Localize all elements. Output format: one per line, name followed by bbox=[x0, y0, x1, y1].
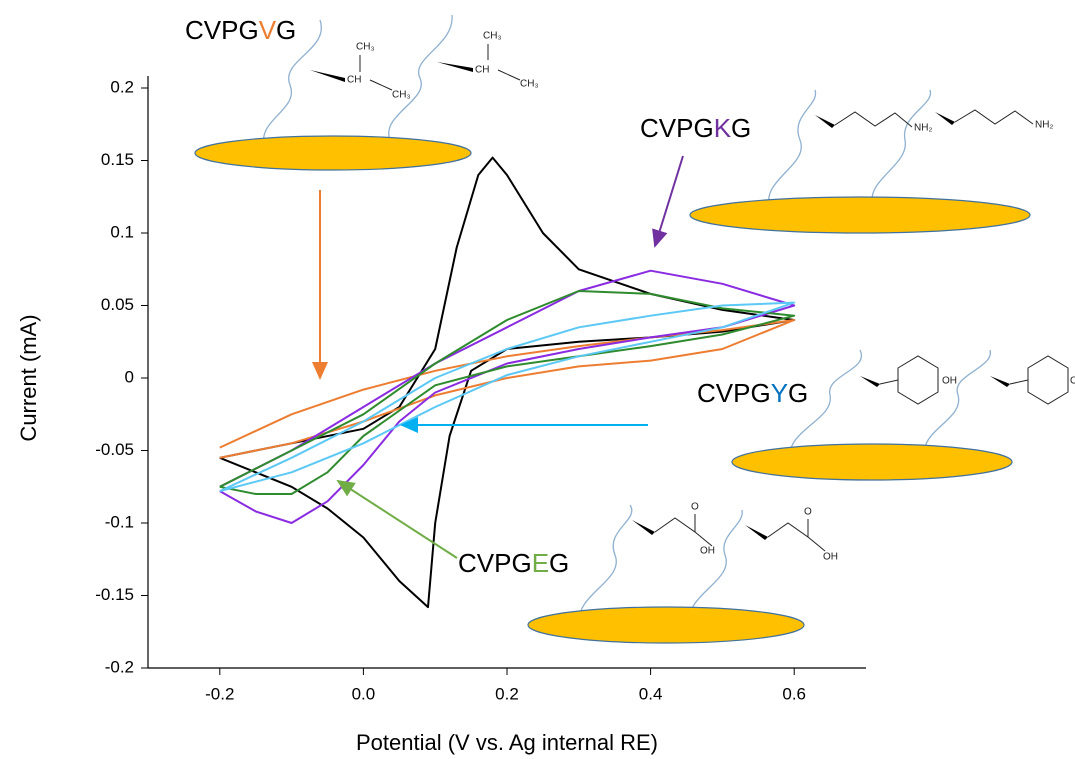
chem-label: CH₃ bbox=[392, 90, 411, 101]
tyrosine-structure bbox=[790, 350, 1068, 460]
annotation-part: CVPG bbox=[697, 378, 771, 408]
annotation-part: G bbox=[276, 15, 296, 45]
y-tick-label: -0.1 bbox=[105, 512, 134, 531]
chem-label: CH bbox=[347, 75, 361, 86]
lysine-structure bbox=[769, 90, 1033, 208]
y-tick-label: -0.2 bbox=[105, 657, 134, 676]
annotation-part: CVPG bbox=[185, 15, 259, 45]
y-tick-label: 0.2 bbox=[110, 77, 134, 96]
chart: -0.2 -0.15 -0.1 -0.05 0 0.05 0.1 0.15 0.2 -0.2 0.0… bbox=[0, 0, 1075, 759]
annotation-residue: E bbox=[532, 548, 549, 578]
y-tick-label: 0.1 bbox=[110, 222, 134, 241]
y-tick-label: 0.05 bbox=[101, 295, 134, 314]
arrow bbox=[338, 481, 457, 558]
chem-label: CH₃ bbox=[520, 79, 539, 90]
chem-label: CH₃ bbox=[356, 42, 375, 53]
annotation-part: CVPG bbox=[640, 113, 714, 143]
annotation: CVPGYG bbox=[697, 378, 808, 408]
x-tick-label: 0.2 bbox=[495, 684, 519, 703]
chem-label: CH₃ bbox=[483, 31, 502, 42]
y-tick-label: -0.15 bbox=[95, 585, 134, 604]
x-tick-label: 0.6 bbox=[782, 684, 806, 703]
x-axis-title: Potential (V vs. Ag internal RE) bbox=[356, 730, 658, 755]
page: {"chart_data": { "type": "line", "x_labe… bbox=[0, 0, 1075, 759]
x-tick-label: -0.2 bbox=[205, 684, 234, 703]
chem-label: O bbox=[691, 502, 699, 513]
annotation-residue: Y bbox=[771, 378, 788, 408]
chem-label: O bbox=[804, 507, 812, 518]
chem-label: CH bbox=[475, 65, 489, 76]
annotation-residue: V bbox=[259, 15, 277, 45]
annotation: CVPGEG bbox=[458, 548, 569, 578]
gold-surface bbox=[690, 197, 1030, 233]
y-tick-label: 0.15 bbox=[101, 150, 134, 169]
gold-surface bbox=[195, 136, 471, 170]
arrow bbox=[655, 156, 683, 246]
valine-structure bbox=[264, 15, 520, 148]
annotation-part: G bbox=[788, 378, 808, 408]
annotation: CVPGVG bbox=[185, 15, 296, 45]
chem-label: OH bbox=[700, 546, 715, 557]
y-tick-label: 0 bbox=[125, 367, 134, 386]
y-tick-label: -0.05 bbox=[95, 440, 134, 459]
chem-label: OH bbox=[942, 376, 957, 387]
chem-label: OH bbox=[1070, 376, 1075, 387]
x-tick-label: 0.0 bbox=[352, 684, 376, 703]
annotation-part: G bbox=[549, 548, 569, 578]
y-axis-title: Current (mA) bbox=[16, 314, 41, 441]
gold-surface bbox=[732, 444, 1012, 480]
annotation-part: G bbox=[731, 113, 751, 143]
chem-label: NH₂ bbox=[1035, 120, 1053, 131]
annotation-part: CVPG bbox=[458, 548, 532, 578]
annotation: CVPGKG bbox=[640, 113, 751, 143]
glutamate-structure bbox=[580, 505, 825, 622]
chem-label: NH₂ bbox=[914, 123, 932, 134]
annotation-residue: K bbox=[714, 113, 732, 143]
gold-surface bbox=[528, 607, 804, 643]
chem-label: OH bbox=[823, 552, 838, 563]
x-tick-label: 0.4 bbox=[639, 684, 663, 703]
